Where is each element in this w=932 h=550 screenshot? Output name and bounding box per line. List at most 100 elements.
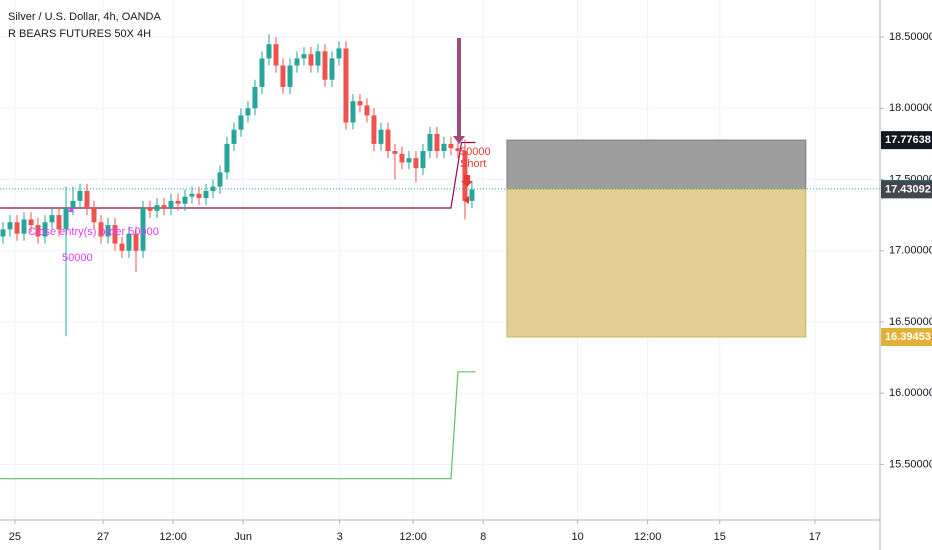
candle-body bbox=[294, 58, 300, 66]
candle-body bbox=[350, 101, 356, 123]
candle-body bbox=[49, 215, 55, 223]
candle-body bbox=[245, 108, 251, 116]
candle-body bbox=[217, 172, 223, 187]
candle-body bbox=[231, 129, 237, 144]
annotation: 50000 bbox=[460, 146, 491, 158]
candle-body bbox=[77, 190, 83, 201]
candle-body bbox=[336, 48, 342, 59]
annotation: Close entry(s) order 50000 bbox=[28, 226, 159, 238]
chart-title: Silver / U.S. Dollar, 4h, OANDA bbox=[8, 11, 161, 23]
price-tag-label: 16.39453 bbox=[885, 331, 931, 343]
candle-body bbox=[315, 51, 321, 66]
x-tick-label: 8 bbox=[480, 531, 486, 543]
plot bbox=[0, 34, 880, 480]
candle-body bbox=[7, 222, 13, 230]
candle-body bbox=[161, 205, 167, 208]
stop-zone bbox=[506, 139, 807, 190]
candle-body bbox=[301, 54, 307, 59]
candle-body bbox=[287, 65, 293, 87]
candle-body bbox=[357, 101, 363, 106]
y-tick-label: 16.50000 bbox=[889, 316, 932, 328]
price-tag bbox=[881, 327, 932, 346]
candle-body bbox=[98, 222, 104, 237]
signal-arrow-head bbox=[453, 136, 465, 144]
candle-body bbox=[126, 233, 132, 251]
candle-body bbox=[469, 189, 475, 201]
candle-body bbox=[308, 54, 314, 66]
candle-body bbox=[427, 133, 433, 152]
indicator-name: R BEARS FUTURES 50X 4H bbox=[8, 28, 151, 40]
y-tick-label: 15.50000 bbox=[889, 458, 932, 470]
annotation: Short bbox=[460, 158, 486, 170]
x-tick-label: 12:00 bbox=[634, 531, 662, 543]
candle-body bbox=[203, 190, 209, 199]
candle-body bbox=[448, 143, 454, 149]
candle-body bbox=[182, 196, 188, 204]
candle-body bbox=[455, 148, 461, 152]
candle-body bbox=[210, 186, 216, 191]
candle-body bbox=[441, 143, 447, 152]
candle-body bbox=[280, 65, 286, 87]
candle-body bbox=[322, 51, 328, 80]
candle-body bbox=[168, 200, 174, 208]
candle-body bbox=[70, 200, 76, 208]
indicator-line bbox=[0, 141, 476, 209]
candle-body bbox=[63, 208, 69, 230]
candle-body bbox=[147, 208, 153, 211]
candle-body bbox=[392, 151, 398, 154]
candle-body bbox=[119, 243, 125, 251]
y-tick-label: 18.50000 bbox=[889, 31, 932, 43]
short-marker bbox=[461, 175, 473, 187]
x-tick-label: 15 bbox=[714, 531, 726, 543]
candle-body bbox=[84, 190, 90, 208]
candle-body bbox=[399, 153, 405, 163]
candle-body bbox=[56, 215, 62, 230]
candle-body bbox=[14, 222, 20, 234]
candle-body bbox=[371, 115, 377, 144]
candle-body bbox=[91, 208, 97, 223]
close-marker bbox=[68, 207, 74, 212]
candle-body bbox=[364, 105, 370, 116]
price-tag bbox=[881, 131, 932, 150]
candle-body bbox=[343, 48, 349, 123]
candle-body bbox=[140, 208, 146, 251]
price-tag-label: 17.43092 bbox=[885, 183, 931, 195]
candle-body bbox=[406, 158, 412, 163]
candle-body bbox=[28, 219, 34, 226]
x-tick-label: 12:00 bbox=[399, 531, 427, 543]
annotation: 50000 bbox=[62, 252, 93, 264]
candle-body bbox=[413, 158, 419, 169]
candle-body bbox=[133, 233, 139, 251]
candle-body bbox=[252, 86, 258, 109]
candle-body bbox=[434, 133, 440, 152]
x-tick-label: 25 bbox=[9, 531, 21, 543]
y-tick-label: 17.00000 bbox=[889, 245, 932, 257]
candle-body bbox=[42, 222, 48, 237]
price-tag bbox=[881, 180, 932, 199]
price-tag-label: 17.77638 bbox=[885, 134, 931, 146]
candle-body bbox=[259, 58, 265, 87]
candle-body bbox=[329, 58, 335, 80]
signal-arrow-shaft bbox=[457, 38, 461, 138]
candle-body bbox=[175, 200, 181, 204]
exit-marker bbox=[463, 196, 469, 204]
candle-body bbox=[154, 205, 160, 211]
candle-body bbox=[189, 193, 195, 197]
candle-body bbox=[105, 225, 111, 237]
candle-body bbox=[266, 44, 272, 59]
x-tick-label: Jun bbox=[234, 531, 252, 543]
x-tick-label: 27 bbox=[97, 531, 109, 543]
candle-body bbox=[273, 44, 279, 66]
x-tick-label: 17 bbox=[809, 531, 821, 543]
candle-body bbox=[420, 151, 426, 169]
candle-body bbox=[378, 129, 384, 144]
candle-body bbox=[196, 193, 202, 199]
target-zone bbox=[506, 188, 807, 338]
x-tick-label: 12:00 bbox=[159, 531, 187, 543]
candle-body bbox=[112, 225, 118, 244]
y-tick-label: 18.00000 bbox=[889, 102, 932, 114]
x-tick-label: 3 bbox=[337, 531, 343, 543]
candle-body bbox=[21, 219, 27, 234]
candle-body bbox=[35, 225, 41, 237]
